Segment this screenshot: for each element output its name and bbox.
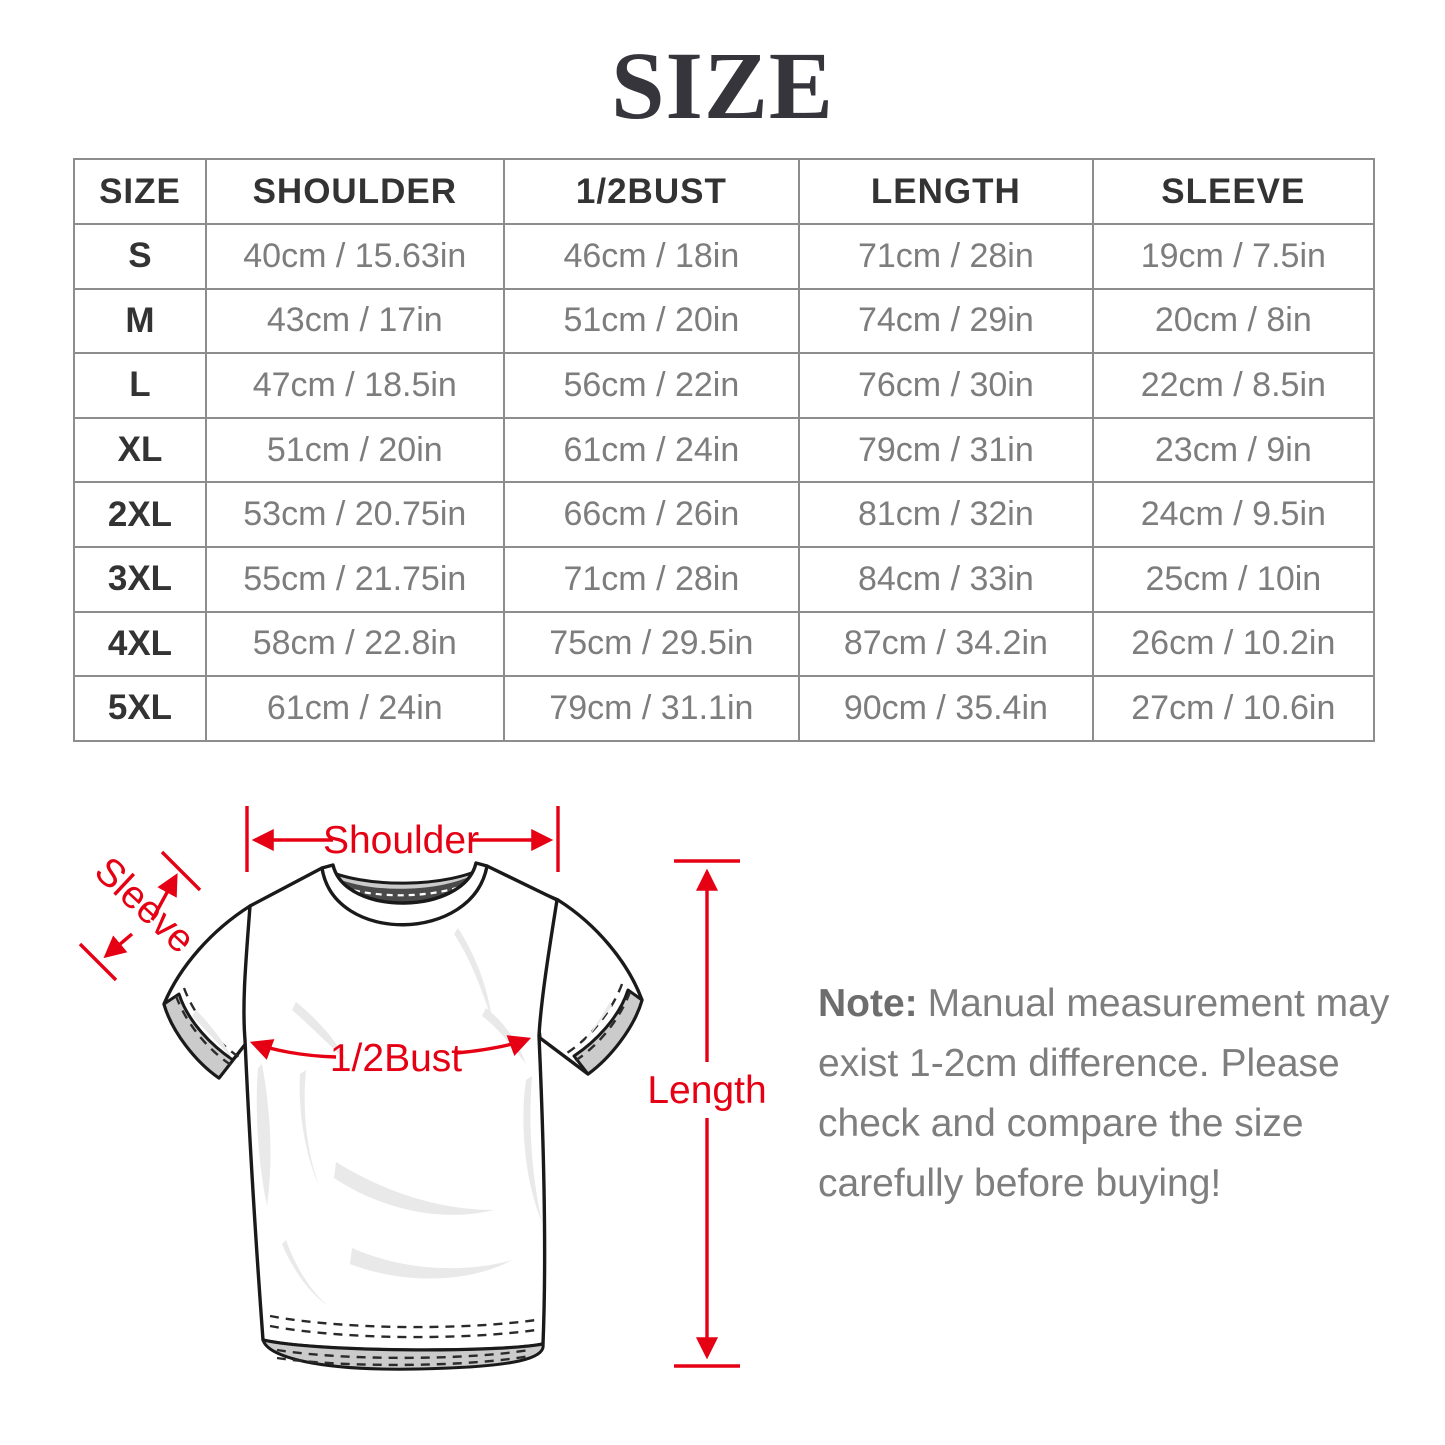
length-label: Length: [647, 1069, 766, 1112]
measurement-cell-length: 81cm / 32in: [798, 481, 1094, 548]
table-row: XL 51cm / 20in 61cm / 24in 79cm / 31in 23cm …: [73, 416, 1376, 484]
measurement-cell-bust: 61cm / 24in: [502, 416, 801, 484]
measurement-cell-sleeve: 24cm / 9.5in: [1091, 481, 1376, 548]
column-header-1-2bust: 1/2BUST: [502, 158, 801, 225]
table-row: S 40cm / 15.63in 46cm / 18in 71cm / 28in 19c…: [73, 223, 1376, 290]
size-cell: 2XL: [73, 481, 207, 548]
wrinkle: [282, 1240, 328, 1306]
size-cell: S: [73, 223, 207, 290]
measurement-cell-length: 74cm / 29in: [798, 287, 1094, 355]
measurement-cell-length: 84cm / 33in: [798, 545, 1094, 613]
wrinkle: [523, 1076, 542, 1222]
measurement-cell-sleeve: 20cm / 8in: [1091, 287, 1376, 355]
note-line: carefully before buying!: [818, 1162, 1222, 1205]
measurement-cell-sleeve: 26cm / 10.2in: [1091, 610, 1376, 678]
note-text: Note: Manual measurement may exist 1-2cm …: [818, 974, 1389, 1214]
sleeve-arrow: [103, 932, 134, 959]
bust-arrow: [249, 1039, 337, 1060]
hem-stitch: [269, 1324, 537, 1339]
size-cell: XL: [73, 416, 207, 484]
page-title: SIZE: [611, 32, 834, 139]
shoulder-label: Shoulder: [323, 819, 479, 862]
measurement-cell-bust: 56cm / 22in: [502, 352, 801, 419]
table-row: 4XL 58cm / 22.8in 75cm / 29.5in 87cm / 34.2…: [73, 610, 1376, 678]
note-line: exist 1-2cm difference. Please: [818, 1042, 1340, 1085]
measurement-cell-bust: 51cm / 20in: [502, 287, 801, 355]
measurement-cell-shoulder: 55cm / 21.75in: [204, 545, 505, 613]
wrinkle: [256, 1064, 271, 1206]
left-cuff-stitch: [174, 995, 232, 1066]
half-bust-label: 1/2Bust: [330, 1037, 462, 1080]
column-header-size: SIZE: [73, 158, 207, 225]
measurement-cell-length: 76cm / 30in: [798, 352, 1094, 419]
right-cuff: [572, 988, 644, 1076]
size-cell: L: [73, 352, 207, 419]
measurement-cell-sleeve: 19cm / 7.5in: [1091, 223, 1376, 290]
size-cell: 4XL: [73, 610, 207, 678]
header-row: SIZE SHOULDER 1/2BUST LENGTH SLEEVE: [73, 158, 1376, 225]
measurement-cell-bust: 46cm / 18in: [502, 223, 801, 290]
measurement-cell-length: 79cm / 31in: [798, 416, 1094, 484]
collar-rib: [320, 861, 489, 927]
table-row: 3XL 55cm / 21.75in 71cm / 28in 84cm / 33in 2…: [73, 545, 1376, 613]
tshirt-body: [242, 864, 559, 1352]
measurement-cell-shoulder: 58cm / 22.8in: [204, 610, 505, 678]
measurement-cell-shoulder: 43cm / 17in: [204, 287, 505, 355]
note-line-text: Manual measurement may: [927, 982, 1390, 1025]
sleeve-end-bar: [160, 850, 202, 892]
hem-stitch: [276, 1348, 530, 1360]
measurement-cell-shoulder: 51cm / 20in: [204, 416, 505, 484]
measurement-cell-shoulder: 53cm / 20.75in: [204, 481, 505, 548]
left-cuff-stitch: [182, 987, 240, 1058]
right-cuff-stitch: [574, 991, 632, 1062]
sleeve-label: Sleeve: [86, 849, 203, 962]
measurement-cell-length: 90cm / 35.4in: [798, 675, 1094, 742]
wrinkle: [192, 1010, 232, 1058]
measurement-cell-shoulder: 40cm / 15.63in: [204, 223, 505, 290]
column-header-sleeve: SLEEVE: [1091, 158, 1376, 225]
hem-stitch: [269, 1314, 537, 1329]
bust-arrow: [455, 1035, 532, 1056]
column-header-shoulder: SHOULDER: [204, 158, 505, 225]
size-cell: M: [73, 287, 207, 355]
hem-stitch: [276, 1354, 530, 1367]
wrinkle: [578, 1002, 612, 1050]
measurement-cell-bust: 71cm / 28in: [502, 545, 801, 613]
table-row: 5XL 61cm / 24in 79cm / 31.1in 90cm / 35.4in…: [73, 675, 1376, 742]
note-line: Note: Manual measurement may: [818, 974, 1389, 1034]
wrinkle: [334, 1162, 494, 1215]
note-line: check and compare the size: [818, 1102, 1304, 1145]
measurement-cell-bust: 66cm / 26in: [502, 481, 801, 548]
measurement-cell-shoulder: 61cm / 24in: [204, 675, 505, 742]
note-prefix: Note:: [818, 982, 918, 1025]
size-cell: 3XL: [73, 545, 207, 613]
table-row: M 43cm / 17in 51cm / 20in 74cm / 29in 20cm /…: [73, 287, 1376, 355]
measurement-cell-sleeve: 27cm / 10.6in: [1091, 675, 1376, 742]
tshirt-diagram: Shoulder Sleeve 1/2Bust Length: [78, 806, 767, 1371]
measurement-cell-bust: 79cm / 31.1in: [502, 675, 801, 742]
measurement-cell-sleeve: 25cm / 10in: [1091, 545, 1376, 613]
measurement-cell-length: 87cm / 34.2in: [798, 610, 1094, 678]
column-header-length: LENGTH: [798, 158, 1094, 225]
sleeve-end-bar: [78, 942, 118, 982]
measurement-cell-shoulder: 47cm / 18.5in: [204, 352, 505, 419]
wrinkle: [350, 1248, 512, 1279]
sleeve-arrow: [150, 873, 178, 921]
wrinkle: [292, 1002, 346, 1060]
measurement-cell-bust: 75cm / 29.5in: [502, 610, 801, 678]
left-cuff: [162, 992, 235, 1080]
wrinkle: [454, 928, 492, 1020]
table-row: L 47cm / 18.5in 56cm / 22in 76cm / 30in 22cm…: [73, 352, 1376, 419]
wrinkle: [299, 1070, 319, 1186]
size-table: SIZE SHOULDER 1/2BUST LENGTH SLEEVE S 40cm / …: [73, 158, 1376, 742]
measurement-cell-sleeve: 23cm / 9in: [1091, 416, 1376, 484]
table-row: 2XL 53cm / 20.75in 66cm / 26in 81cm / 32in 2…: [73, 481, 1376, 548]
measurement-cell-sleeve: 22cm / 8.5in: [1091, 352, 1376, 419]
right-cuff-stitch: [566, 983, 624, 1054]
measurement-cell-length: 71cm / 28in: [798, 223, 1094, 290]
size-cell: 5XL: [73, 675, 207, 742]
